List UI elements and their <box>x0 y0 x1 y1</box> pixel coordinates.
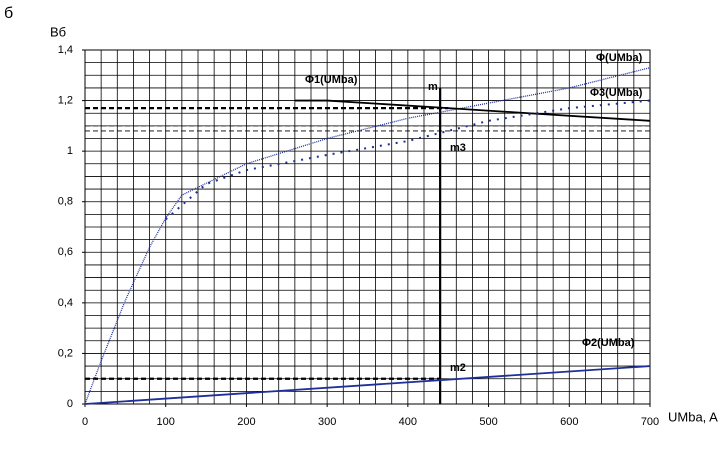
plot-frame <box>84 49 651 405</box>
y-tick-label: 0,8 <box>58 196 73 208</box>
y-tick-label: 1,2 <box>58 94 73 106</box>
annotation: m2 <box>450 362 466 374</box>
y-tick-label: 0 <box>67 398 73 410</box>
series-label: Φ3(UMba) <box>590 87 643 99</box>
y-axis-label: Вб <box>50 24 66 39</box>
x-tick-label: 500 <box>479 416 497 428</box>
series-line <box>84 67 651 405</box>
x-tick-label: 300 <box>318 416 336 428</box>
annotation: m3 <box>450 142 466 154</box>
series-label: Φ(UMba) <box>596 52 643 64</box>
panel-label: б <box>4 5 13 22</box>
series-line <box>294 99 651 122</box>
x-tick-label: 200 <box>237 416 255 428</box>
x-tick-label: 600 <box>560 416 578 428</box>
x-tick-label: 400 <box>399 416 417 428</box>
y-tick-label: 1,4 <box>58 44 73 56</box>
y-tick-label: 0,4 <box>58 297 73 309</box>
series-label: Φ2(UMba) <box>582 337 635 349</box>
series-label: Φ1(UMba) <box>305 74 358 86</box>
y-tick-label: 1 <box>67 145 73 157</box>
x-tick-label: 700 <box>641 416 659 428</box>
series-line <box>84 365 651 405</box>
y-tick-label: 0,6 <box>58 246 73 258</box>
annotation: m <box>428 81 438 93</box>
y-tick-label: 0,2 <box>58 347 73 359</box>
x-tick-label: 0 <box>82 416 88 428</box>
x-tick-label: 100 <box>157 416 175 428</box>
x-axis-label: UMba, A <box>668 409 718 424</box>
